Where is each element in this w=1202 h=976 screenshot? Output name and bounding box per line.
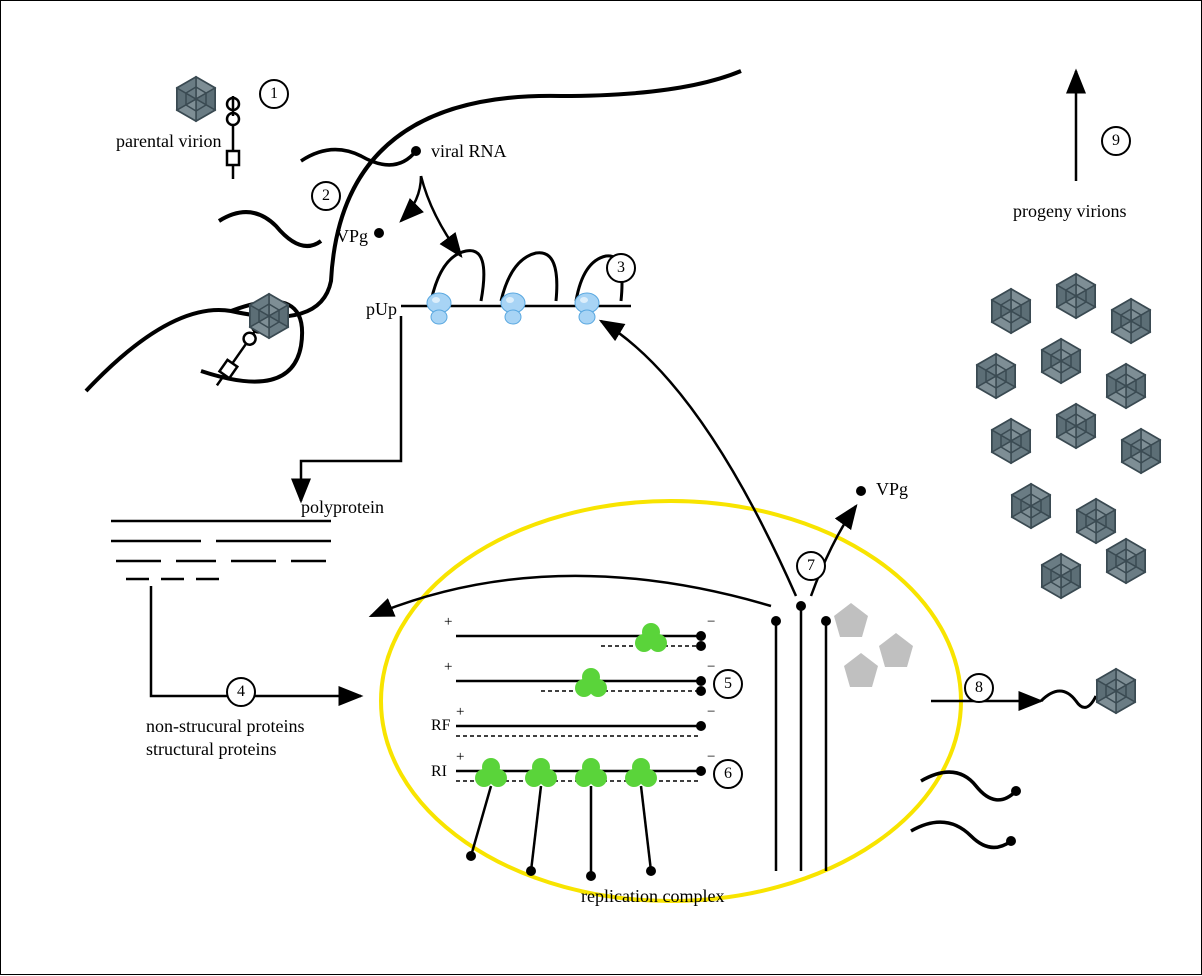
step-4: 4 — [226, 677, 256, 707]
sign-minus-3: − — [707, 704, 715, 721]
label-ri: RI — [431, 763, 447, 781]
label-rf: RF — [431, 717, 451, 735]
step-3: 3 — [606, 253, 636, 283]
step-6: 6 — [713, 759, 743, 789]
label-pup: pUp — [366, 299, 397, 320]
step-5: 5 — [713, 669, 743, 699]
label-vpg-2: VPg — [876, 479, 908, 500]
sign-plus-1: + — [444, 614, 452, 631]
sign-plus-3: + — [456, 704, 464, 721]
label-replication-complex: replication complex — [581, 886, 724, 907]
label-viral-rna: viral RNA — [431, 141, 507, 162]
sign-plus-2: + — [444, 659, 452, 676]
sign-minus-4: − — [707, 749, 715, 766]
label-nonstructural: non-strucural proteins — [146, 716, 304, 737]
sign-minus-1: − — [707, 614, 715, 631]
step-2: 2 — [311, 181, 341, 211]
label-vpg-1: VPg — [336, 226, 368, 247]
sign-plus-4: + — [456, 749, 464, 766]
diagram-canvas: 1 2 3 4 5 6 7 8 9 parental virion viral … — [0, 0, 1202, 975]
label-polyprotein: polyprotein — [301, 497, 384, 518]
step-9: 9 — [1101, 126, 1131, 156]
step-7: 7 — [796, 551, 826, 581]
label-structural: structural proteins — [146, 739, 276, 760]
step-1: 1 — [259, 79, 289, 109]
label-progeny: progeny virions — [1013, 201, 1126, 222]
label-parental-virion: parental virion — [116, 131, 221, 152]
step-8: 8 — [964, 673, 994, 703]
sign-minus-2: − — [707, 659, 715, 676]
